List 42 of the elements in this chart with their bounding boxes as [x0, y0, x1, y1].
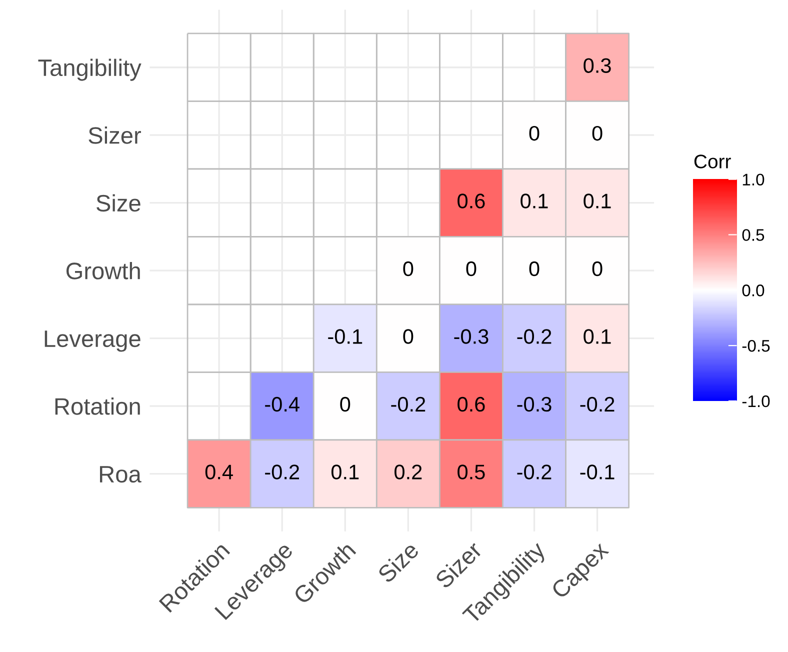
data-label: 0.6	[458, 396, 485, 412]
color-bar-label: -1.0	[742, 395, 770, 408]
data-label: -0.1	[328, 329, 362, 344]
data-label: 0	[403, 329, 414, 344]
data-label: 0	[466, 261, 476, 276]
data-label: -0.3	[454, 329, 488, 344]
data-label: 0.1	[520, 194, 548, 208]
data-label: -0.2	[391, 396, 426, 412]
data-label: -0.2	[517, 329, 552, 344]
y-tick-label: Growth	[66, 262, 140, 280]
data-label: 0.1	[331, 464, 359, 480]
data-label: -0.4	[265, 396, 300, 412]
data-label: 0.6	[458, 194, 485, 208]
data-label: 0.2	[394, 464, 422, 480]
data-label: -0.1	[580, 464, 614, 480]
data-label: 0.5	[458, 464, 485, 480]
y-tick-label: Roa	[100, 466, 142, 483]
data-label: 0.4	[205, 464, 233, 480]
data-label: -0.3	[517, 396, 552, 412]
color-bar-label: 0.5	[742, 229, 764, 241]
y-tick-label: Tangibility	[38, 58, 142, 81]
data-label: 0	[529, 261, 540, 276]
data-label: 0	[403, 261, 414, 276]
data-label: 0	[529, 126, 540, 141]
data-label: -0.2	[517, 464, 552, 480]
y-tick-label: Size	[96, 194, 140, 212]
color-bar-label: 0.0	[742, 284, 764, 296]
data-label: 0.1	[584, 194, 611, 208]
color-bar-label: 1.0	[742, 174, 764, 186]
data-label: 0.1	[584, 329, 611, 344]
data-label: -0.2	[580, 396, 614, 412]
color-bar-label: -0.5	[742, 340, 770, 352]
y-tick-label: Sizer	[88, 126, 141, 144]
data-label: 0	[592, 126, 602, 141]
data-label: 0	[340, 396, 350, 412]
data-label: 0.3	[584, 58, 611, 73]
y-tick-label: Leverage	[44, 330, 140, 352]
y-tick-label: Rotation	[55, 398, 140, 415]
data-label: -0.2	[265, 464, 300, 480]
color-bar-title: Corr	[694, 154, 731, 168]
data-label: 0	[592, 261, 602, 276]
x-tick-label: Size	[376, 540, 420, 584]
